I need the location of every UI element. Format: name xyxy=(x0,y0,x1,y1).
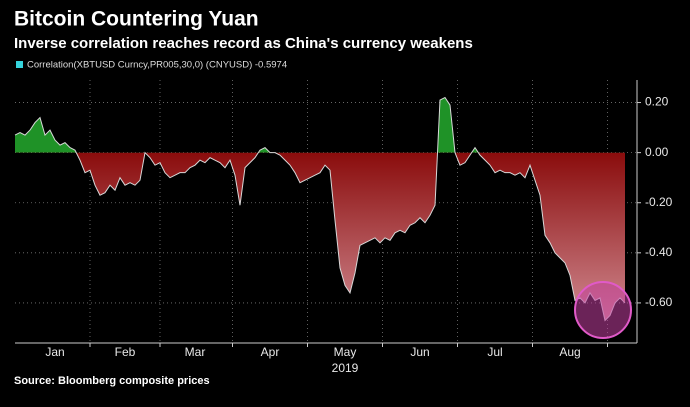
y-tick-label: -0.40 xyxy=(645,245,673,259)
chart-title: Bitcoin Countering Yuan xyxy=(14,8,259,31)
legend-label: Correlation(XBTUSD Curncy,PR005,30,0) (C… xyxy=(27,60,287,71)
source: Source: Bloomberg composite prices xyxy=(14,375,210,387)
x-axis-label: 2019 xyxy=(332,361,359,375)
y-tick-label: 0.00 xyxy=(645,145,669,159)
x-tick-label: Mar xyxy=(185,345,206,359)
highlight-circle xyxy=(574,281,632,339)
x-tick-label: Jun xyxy=(410,345,429,359)
legend-swatch xyxy=(16,61,23,68)
x-tick-label: Jan xyxy=(45,345,64,359)
x-tick-label: Jul xyxy=(487,345,502,359)
y-tick-label: -0.60 xyxy=(645,295,673,309)
x-tick-label: Feb xyxy=(115,345,136,359)
chart-subtitle: Inverse correlation reaches record as Ch… xyxy=(14,35,473,52)
y-tick-label: 0.20 xyxy=(645,95,669,109)
area-negative xyxy=(15,152,625,321)
x-tick-label: May xyxy=(334,345,357,359)
x-tick-label: Aug xyxy=(559,345,580,359)
y-tick-label: -0.20 xyxy=(645,195,673,209)
area-positive xyxy=(15,97,479,153)
x-tick-label: Apr xyxy=(261,345,280,359)
line xyxy=(14,96,626,322)
